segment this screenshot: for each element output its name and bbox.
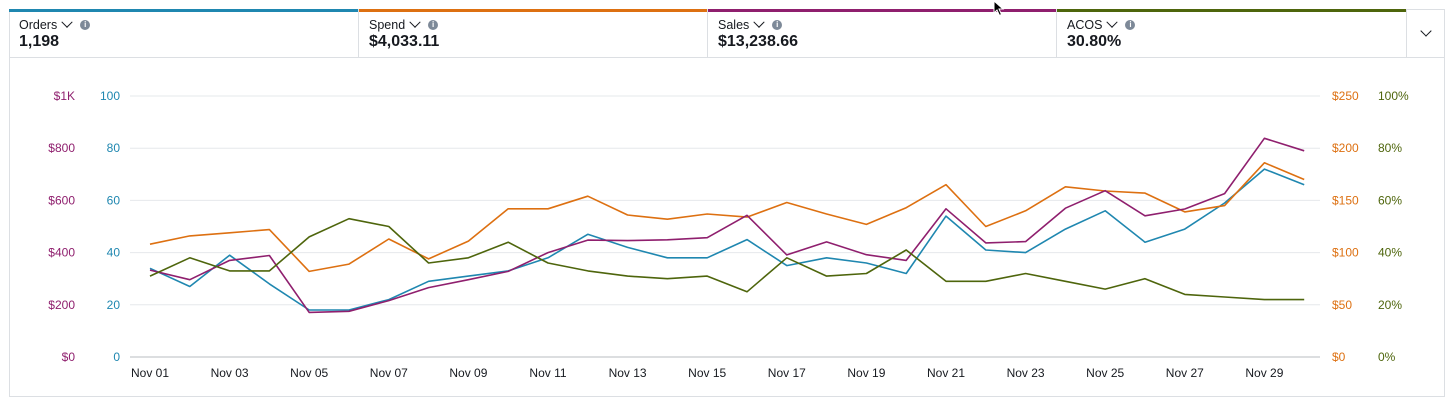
sales-axis-tick-label: $400 bbox=[48, 246, 75, 260]
spend-axis-tick-label: $200 bbox=[1332, 141, 1359, 155]
x-axis-tick-label: Nov 09 bbox=[449, 366, 487, 380]
series-line-spend[interactable] bbox=[149, 162, 1305, 273]
spend-axis-tick-label: $250 bbox=[1332, 89, 1359, 103]
x-axis-tick-label: Nov 03 bbox=[211, 366, 249, 380]
sales-value: $13,238.66 bbox=[718, 33, 799, 50]
x-axis-ticks: Nov 01 Nov 03 Nov 05 Nov 07 Nov 09 Nov 11 Nov … bbox=[131, 366, 1284, 380]
acos-axis-tick-label: 60% bbox=[1378, 193, 1402, 207]
x-axis-tick-label: Nov 17 bbox=[768, 366, 806, 380]
acos-color-bar bbox=[1057, 9, 1406, 12]
x-axis-tick-label: Nov 27 bbox=[1166, 366, 1204, 380]
info-icon[interactable]: i bbox=[772, 20, 783, 30]
orders-axis-tick-label: 0 bbox=[113, 350, 120, 364]
metric-tile-sales[interactable]: Sales i $13,238.66 bbox=[708, 9, 1057, 58]
orders-axis-tick-label: 20 bbox=[107, 298, 121, 312]
acos-label: ACOS bbox=[1067, 18, 1103, 32]
orders-axis-tick-label: 40 bbox=[107, 246, 121, 260]
orders-axis-tick-label: 60 bbox=[107, 193, 121, 207]
series-line-orders[interactable] bbox=[149, 168, 1305, 311]
series-line-acos[interactable] bbox=[149, 217, 1305, 301]
orders-color-bar bbox=[9, 9, 358, 12]
spend-label: Spend bbox=[369, 18, 406, 32]
series-line-sales[interactable] bbox=[149, 137, 1305, 314]
metric-tile-acos[interactable]: ACOS i 30.80% bbox=[1057, 9, 1407, 58]
x-axis-tick-label: Nov 23 bbox=[1007, 366, 1045, 380]
x-axis-tick-label: Nov 19 bbox=[847, 366, 885, 380]
acos-axis-tick-label: 20% bbox=[1378, 298, 1402, 312]
spend-value: $4,033.11 bbox=[369, 33, 440, 50]
x-axis-tick-label: Nov 07 bbox=[370, 366, 408, 380]
sales-axis-tick-label: $1K bbox=[54, 89, 75, 103]
acos-axis-tick-label: 40% bbox=[1378, 246, 1402, 260]
x-axis-tick-label: Nov 01 bbox=[131, 366, 169, 380]
orders-axis-tick-label: 100 bbox=[100, 89, 120, 103]
x-axis-tick-label: Nov 15 bbox=[688, 366, 726, 380]
orders-axis-tick-label: 80 bbox=[107, 141, 121, 155]
x-axis-tick-label: Nov 11 bbox=[529, 366, 566, 380]
info-icon[interactable]: i bbox=[1125, 20, 1136, 30]
acos-axis-tick-label: 100% bbox=[1378, 89, 1409, 103]
chart-series bbox=[149, 137, 1305, 314]
orders-label: Orders bbox=[19, 18, 58, 32]
spend-axis-tick-label: $150 bbox=[1332, 193, 1359, 207]
spend-axis-tick-label: $100 bbox=[1332, 246, 1359, 260]
spend-axis-tick-label: $0 bbox=[1332, 350, 1346, 364]
x-axis-tick-label: Nov 05 bbox=[290, 366, 328, 380]
expand-metrics-button[interactable] bbox=[1407, 9, 1445, 58]
acos-value: 30.80% bbox=[1067, 33, 1122, 50]
sales-axis-tick-label: $0 bbox=[62, 350, 76, 364]
sales-axis-tick-label: $800 bbox=[48, 141, 75, 155]
metric-tile-orders[interactable]: Orders i 1,198 bbox=[9, 9, 359, 58]
chart-axes: $0 $200 $400 $600 $800 $1K 0 20 40 60 80 100 $0 $50 $1… bbox=[48, 89, 1409, 364]
chart-grid bbox=[130, 95, 1320, 358]
spend-axis-tick-label: $50 bbox=[1332, 298, 1352, 312]
info-icon[interactable]: i bbox=[80, 20, 91, 30]
sales-color-bar bbox=[708, 9, 1056, 12]
metric-tiles: Orders i 1,198 Spend i $4,033.11 Sales i $1… bbox=[9, 9, 1407, 58]
orders-value: 1,198 bbox=[19, 33, 60, 50]
sales-axis-tick-label: $200 bbox=[48, 298, 75, 312]
mouse-pointer-icon bbox=[993, 0, 1005, 17]
metric-tile-spend[interactable]: Spend i $4,033.11 bbox=[359, 9, 708, 58]
info-icon[interactable]: i bbox=[428, 20, 439, 30]
x-axis-tick-label: Nov 25 bbox=[1086, 366, 1124, 380]
spend-color-bar bbox=[359, 9, 707, 12]
sales-axis-tick-label: $600 bbox=[48, 193, 75, 207]
x-axis-tick-label: Nov 29 bbox=[1245, 366, 1283, 380]
acos-axis-tick-label: 0% bbox=[1378, 350, 1396, 364]
sales-label: Sales bbox=[718, 18, 750, 32]
x-axis-tick-label: Nov 13 bbox=[609, 366, 647, 380]
acos-axis-tick-label: 80% bbox=[1378, 141, 1402, 155]
x-axis-tick-label: Nov 21 bbox=[927, 366, 965, 380]
